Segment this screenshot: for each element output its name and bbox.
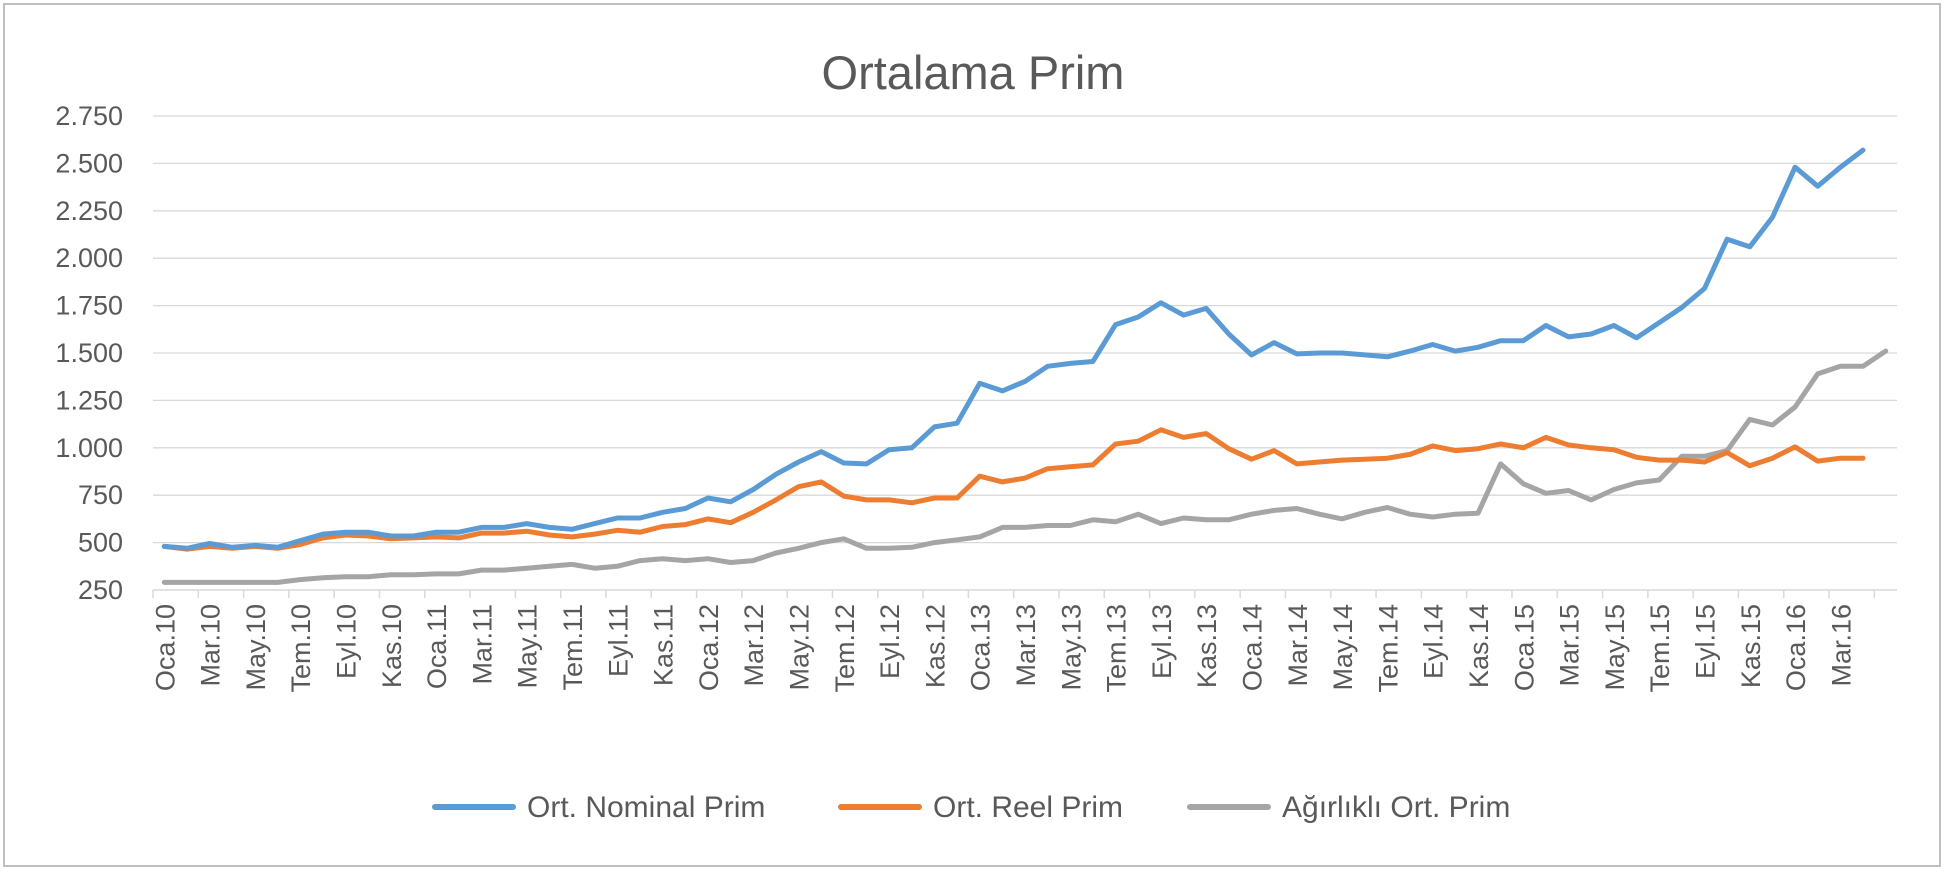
x-tick-label: Kas.15 <box>1736 604 1766 688</box>
x-tick-label: Mar.14 <box>1283 604 1313 687</box>
x-tick-label: Tem.13 <box>1102 604 1132 693</box>
x-tick-label: Mar.16 <box>1826 604 1856 687</box>
y-tick-label: 2.500 <box>55 148 123 178</box>
x-tick-label: Oca.11 <box>422 604 452 689</box>
y-axis-ticks: 250 500 750 1.000 1.250 1.500 1.750 2.000 2.250 2… <box>55 101 123 605</box>
series-line <box>161 147 1866 551</box>
series-line <box>161 427 1866 552</box>
x-tick-label: Kas.13 <box>1192 604 1222 688</box>
series-lines <box>161 147 1889 585</box>
y-tick-label: 500 <box>78 528 123 558</box>
legend-item: Ort. Nominal Prim <box>432 791 765 824</box>
gridlines <box>153 115 1897 591</box>
x-tick-label: Tem.14 <box>1373 604 1403 693</box>
x-tick-label: Oca.10 <box>150 604 180 691</box>
x-tick-label: Tem.12 <box>830 604 860 693</box>
x-tick-label: Mar.12 <box>739 604 769 687</box>
x-tick-label: Oca.12 <box>694 604 724 691</box>
x-tick-label: Kas.11 <box>649 604 679 686</box>
y-tick-label: 2.750 <box>55 101 123 131</box>
x-tick-label: May.15 <box>1600 604 1630 691</box>
x-tick-label: Eyl.11 <box>603 604 633 677</box>
y-tick-label: 250 <box>78 575 123 605</box>
x-tick-label: May.12 <box>785 604 815 691</box>
legend-label: Ağırlıklı Ort. Prim <box>1282 791 1510 824</box>
x-tick-label: May.11 <box>513 604 543 689</box>
x-tick-label: Oca.15 <box>1509 604 1539 691</box>
y-tick-label: 750 <box>78 480 123 510</box>
x-tick-label: Kas.14 <box>1464 604 1494 688</box>
y-tick-label: 2.250 <box>55 196 123 226</box>
x-tick-label: Eyl.14 <box>1419 604 1449 679</box>
x-tick-label: Oca.16 <box>1781 604 1811 691</box>
chart-title: Ortalama Prim <box>822 46 1125 99</box>
legend-item: Ort. Reel Prim <box>838 791 1123 824</box>
x-tick-label: Tem.11 <box>558 604 588 691</box>
x-tick-label: Eyl.12 <box>875 604 905 679</box>
y-tick-label: 2.000 <box>55 243 123 273</box>
x-tick-label: Eyl.15 <box>1690 604 1720 679</box>
x-tick-label: Oca.13 <box>966 604 996 691</box>
legend-item: Ağırlıklı Ort. Prim <box>1187 791 1510 824</box>
x-tick-label: Mar.10 <box>196 604 226 687</box>
x-tick-label: Mar.13 <box>1011 604 1041 687</box>
y-tick-label: 1.250 <box>55 385 123 415</box>
x-tick-label: Mar.15 <box>1555 604 1585 687</box>
x-tick-label: Mar.11 <box>467 604 497 685</box>
y-tick-label: 1.500 <box>55 338 123 368</box>
x-tick-label: Tem.15 <box>1645 604 1675 693</box>
x-tick-label: May.10 <box>241 604 271 691</box>
x-tick-label: Tem.10 <box>286 604 316 693</box>
y-tick-label: 1.750 <box>55 291 123 321</box>
x-tick-label: Kas.10 <box>377 604 407 688</box>
y-tick-label: 1.000 <box>55 433 123 463</box>
x-tick-label: Kas.12 <box>920 604 950 688</box>
x-tick-label: Oca.14 <box>1237 604 1267 691</box>
legend: Ort. Nominal Prim Ort. Reel Prim Ağırlıklı… <box>432 791 1510 824</box>
x-tick-label: May.14 <box>1328 604 1358 691</box>
x-axis-ticks: Oca.10 Mar.10 May.10 Tem.10 Eyl.10 Kas.10 Oca.… <box>150 590 1876 693</box>
x-tick-label: May.13 <box>1056 604 1086 691</box>
chart-frame <box>3 3 1941 867</box>
x-tick-label: Eyl.13 <box>1147 604 1177 679</box>
legend-label: Ort. Nominal Prim <box>527 791 765 824</box>
legend-label: Ort. Reel Prim <box>933 791 1123 824</box>
series-line <box>161 348 1889 585</box>
x-tick-label: Eyl.10 <box>332 604 362 679</box>
